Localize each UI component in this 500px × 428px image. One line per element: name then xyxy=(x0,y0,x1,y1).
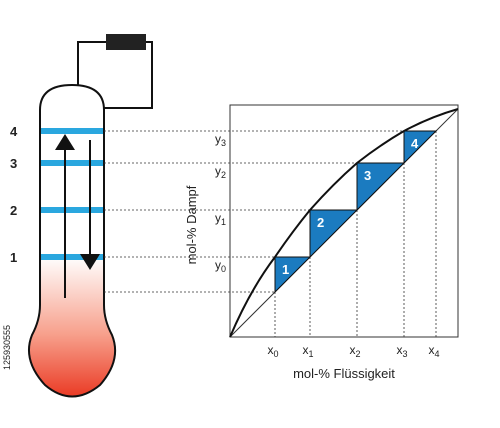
x-axis-label: mol-% Flüssigkeit xyxy=(293,366,395,381)
tray-label: 1 xyxy=(10,250,17,265)
y-label: y0 xyxy=(215,258,226,274)
stage-step xyxy=(274,256,312,294)
x-label-letter: x xyxy=(396,343,402,357)
x-label-index: 1 xyxy=(308,349,313,359)
y-label-letter: y xyxy=(215,211,221,225)
x-label-letter: x xyxy=(302,343,308,357)
stage-step xyxy=(309,209,359,259)
y-axis-label: mol-% Dampf xyxy=(184,185,199,264)
equilibrium-curve xyxy=(229,108,459,338)
condenser xyxy=(106,34,146,50)
tray xyxy=(41,128,103,134)
tray xyxy=(41,160,103,166)
watermark: 125930555 xyxy=(2,325,12,370)
x-label: x0 xyxy=(267,343,278,359)
x-label-letter: x xyxy=(428,343,434,357)
y-label-index: 1 xyxy=(221,217,226,227)
y-label: y2 xyxy=(215,164,226,180)
x-label-index: 4 xyxy=(434,349,439,359)
y-label: y3 xyxy=(215,132,226,148)
x-label: x2 xyxy=(349,343,360,359)
y-label: y1 xyxy=(215,211,226,227)
stage-step xyxy=(403,130,438,165)
y-label-index: 0 xyxy=(221,264,226,274)
x-label: x1 xyxy=(302,343,313,359)
tray-label: 2 xyxy=(10,203,17,218)
stage-step xyxy=(356,162,406,212)
x-label-letter: x xyxy=(267,343,273,357)
stage-label: 1 xyxy=(282,262,289,277)
stage-label: 4 xyxy=(411,136,419,151)
y-label-letter: y xyxy=(215,258,221,272)
x-label-index: 0 xyxy=(273,349,278,359)
x-label-index: 3 xyxy=(402,349,407,359)
x-label: x4 xyxy=(428,343,439,359)
x-label-index: 2 xyxy=(355,349,360,359)
stage-label: 3 xyxy=(364,168,371,183)
tray-label: 4 xyxy=(10,124,18,139)
y-label-index: 2 xyxy=(221,170,226,180)
plot-frame xyxy=(229,104,459,338)
y-label-index: 3 xyxy=(221,138,226,148)
y-label-letter: y xyxy=(215,132,221,146)
tray-label: 3 xyxy=(10,156,17,171)
x-label-letter: x xyxy=(349,343,355,357)
stage-label: 2 xyxy=(317,215,324,230)
y-label-letter: y xyxy=(215,164,221,178)
tray xyxy=(41,207,103,213)
x-label: x3 xyxy=(396,343,407,359)
tray xyxy=(41,254,103,260)
